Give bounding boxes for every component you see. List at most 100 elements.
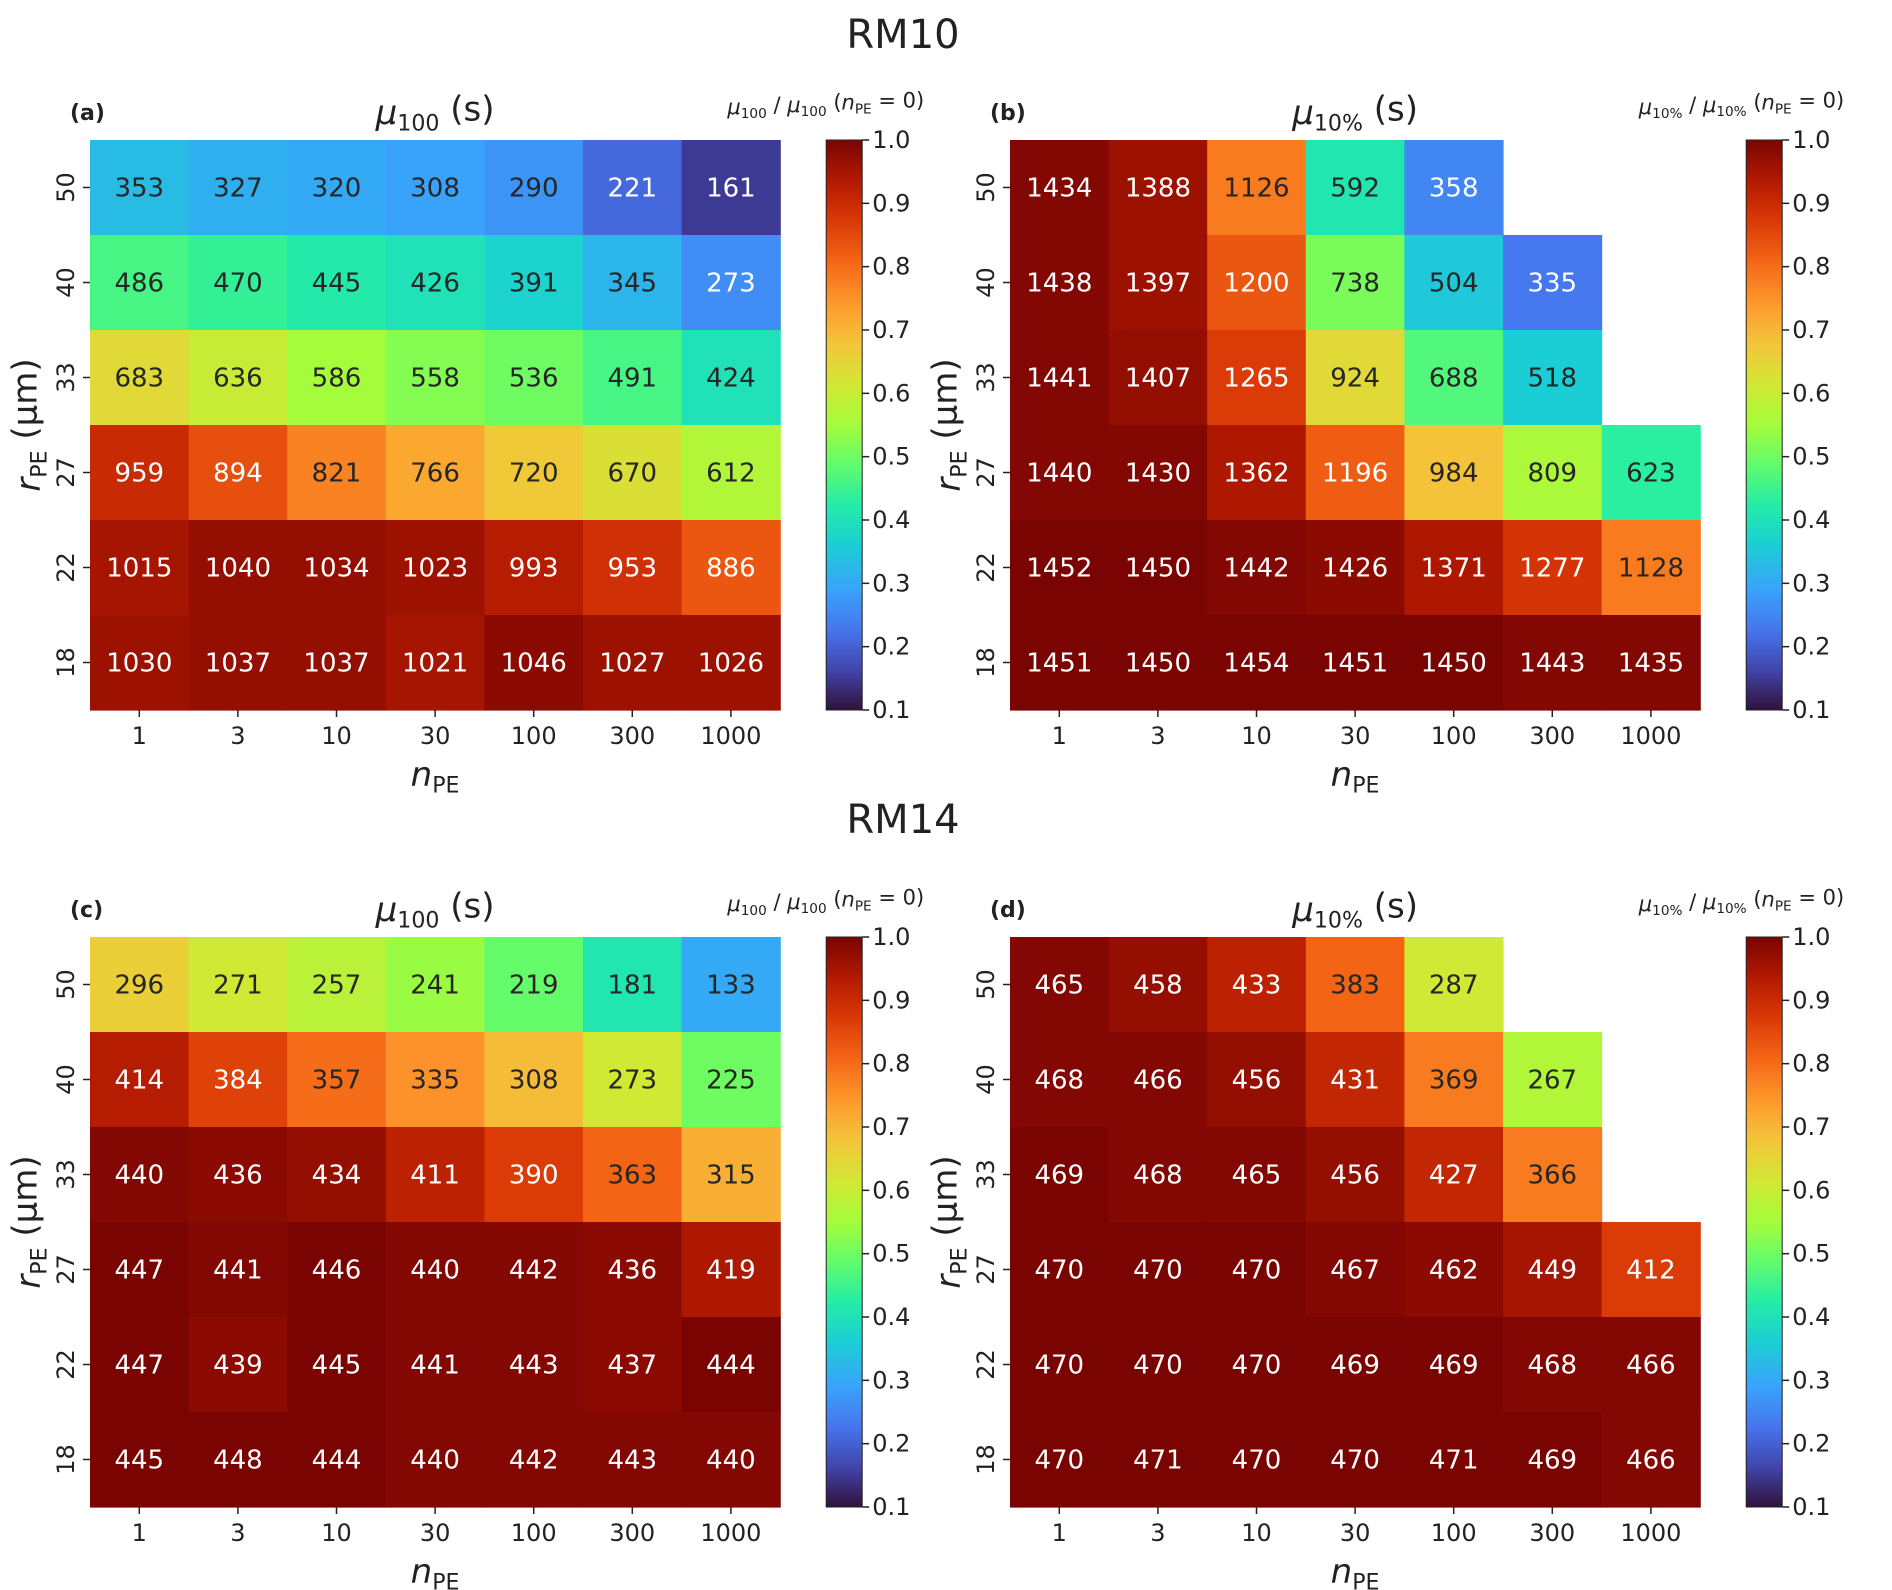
x-tick-label: 1000 bbox=[700, 1519, 761, 1547]
cell-value-label: 1037 bbox=[303, 649, 369, 679]
heatmap-cell bbox=[188, 615, 288, 711]
heatmap-cell bbox=[681, 937, 781, 1033]
x-tick-label: 10 bbox=[1241, 722, 1272, 750]
heatmap-cell bbox=[1108, 1222, 1208, 1318]
heatmap-cell bbox=[1503, 615, 1603, 711]
cell-value-label: 1362 bbox=[1223, 459, 1289, 489]
cell-value-label: 424 bbox=[706, 364, 756, 394]
heatmap-cell bbox=[1601, 425, 1701, 521]
cell-value-label: 670 bbox=[607, 459, 657, 489]
heatmap-cell bbox=[90, 615, 190, 711]
colorbar-tick-label: 0.8 bbox=[1792, 1050, 1830, 1078]
cell-value-label: 470 bbox=[1330, 1446, 1380, 1476]
colorbar-tick-label: 0.7 bbox=[872, 1113, 910, 1141]
colorbar-tick-label: 0.2 bbox=[1792, 633, 1830, 661]
heatmap-cell bbox=[1404, 520, 1504, 616]
heatmap-cell bbox=[385, 140, 485, 236]
x-tick-label: 300 bbox=[1529, 722, 1575, 750]
heatmap-cell bbox=[1601, 1222, 1701, 1318]
heatmap-cell bbox=[1207, 520, 1307, 616]
x-tick-label: 30 bbox=[1340, 1519, 1371, 1547]
cell-value-label: 470 bbox=[1133, 1351, 1183, 1381]
heatmap-cell bbox=[385, 1127, 485, 1223]
cell-value-label: 470 bbox=[1232, 1351, 1282, 1381]
colorbar-tick-label: 0.8 bbox=[872, 253, 910, 281]
y-tick-label: 27 bbox=[52, 1254, 80, 1285]
panel-letter: (a) bbox=[70, 101, 105, 126]
cell-value-label: 225 bbox=[706, 1066, 756, 1096]
x-tick-label: 1 bbox=[1052, 1519, 1067, 1547]
panel-title: μ100 (s) bbox=[375, 89, 495, 136]
cell-value-label: 327 bbox=[213, 174, 263, 204]
heatmap-cell bbox=[90, 235, 190, 331]
heatmap-cell bbox=[287, 615, 387, 711]
heatmap-cell bbox=[1010, 615, 1110, 711]
heatmap-cell bbox=[287, 520, 387, 616]
heatmap-cell bbox=[385, 235, 485, 331]
heatmap-cell bbox=[1010, 330, 1110, 426]
panel-letter: (c) bbox=[70, 898, 103, 923]
heatmap-cell bbox=[1108, 615, 1208, 711]
heatmap-cell bbox=[287, 1127, 387, 1223]
colorbar-tick-label: 0.4 bbox=[1792, 1303, 1830, 1331]
y-tick-label: 50 bbox=[972, 172, 1000, 203]
cell-value-label: 443 bbox=[607, 1446, 657, 1476]
cell-value-label: 1407 bbox=[1125, 364, 1191, 394]
heatmap-cell bbox=[188, 1317, 288, 1413]
heatmap-cell bbox=[583, 937, 683, 1033]
heatmap-cell bbox=[385, 1222, 485, 1318]
colorbar-tick-label: 0.7 bbox=[1792, 1113, 1830, 1141]
heatmap-cell bbox=[90, 1127, 190, 1223]
cell-value-label: 353 bbox=[114, 174, 164, 204]
cell-value-label: 412 bbox=[1626, 1256, 1676, 1286]
colorbar-tick-label: 0.5 bbox=[872, 1240, 910, 1268]
x-tick-label: 10 bbox=[321, 722, 352, 750]
colorbar-tick-label: 0.6 bbox=[1792, 379, 1830, 407]
heatmap-cell bbox=[1305, 1032, 1405, 1128]
heatmap-cell bbox=[681, 140, 781, 236]
y-tick-label: 33 bbox=[972, 1159, 1000, 1190]
heatmap-cell bbox=[1010, 1127, 1110, 1223]
heatmap-panel-d: 465 458 433 383 287 468 466 456 431 369 267 469 468 4… bbox=[925, 885, 1844, 1590]
cell-value-label: 1030 bbox=[106, 649, 172, 679]
cell-value-label: 345 bbox=[607, 269, 657, 299]
heatmap-cell bbox=[188, 235, 288, 331]
cell-value-label: 466 bbox=[1626, 1446, 1676, 1476]
cell-value-label: 439 bbox=[213, 1351, 263, 1381]
heatmap-cell bbox=[1207, 1412, 1307, 1508]
colorbar-tick-label: 0.9 bbox=[1792, 986, 1830, 1014]
cell-value-label: 468 bbox=[1527, 1351, 1577, 1381]
heatmap-cell bbox=[1404, 140, 1504, 236]
cell-value-label: 1397 bbox=[1125, 269, 1191, 299]
cell-value-label: 445 bbox=[312, 269, 362, 299]
cell-value-label: 1450 bbox=[1125, 649, 1191, 679]
cell-value-label: 458 bbox=[1133, 971, 1183, 1001]
y-tick-label: 50 bbox=[52, 172, 80, 203]
cell-value-label: 1452 bbox=[1026, 554, 1092, 584]
cell-value-label: 466 bbox=[1133, 1066, 1183, 1096]
y-tick-label: 40 bbox=[972, 1064, 1000, 1095]
heatmap-cell bbox=[1207, 425, 1307, 521]
heatmap-cell bbox=[583, 1222, 683, 1318]
colorbar-tick-label: 0.7 bbox=[872, 316, 910, 344]
colorbar-tick-label: 0.8 bbox=[872, 1050, 910, 1078]
heatmap-cell bbox=[1010, 235, 1110, 331]
x-tick-label: 3 bbox=[230, 1519, 245, 1547]
cell-value-label: 766 bbox=[410, 459, 460, 489]
y-tick-label: 22 bbox=[972, 1349, 1000, 1380]
heatmap-cell bbox=[1108, 1317, 1208, 1413]
y-tick-label: 33 bbox=[52, 1159, 80, 1190]
heatmap-cell bbox=[1207, 1222, 1307, 1318]
colorbar-tick-label: 0.9 bbox=[872, 986, 910, 1014]
heatmap-cell bbox=[188, 1412, 288, 1508]
heatmap-cell bbox=[1305, 140, 1405, 236]
cell-value-label: 271 bbox=[213, 971, 263, 1001]
heatmap-cell bbox=[188, 1032, 288, 1128]
heatmap-cell bbox=[583, 520, 683, 616]
heatmap-cell bbox=[681, 1317, 781, 1413]
cell-value-label: 442 bbox=[509, 1256, 559, 1286]
heatmap-cell bbox=[385, 615, 485, 711]
cell-value-label: 315 bbox=[706, 1161, 756, 1191]
cell-value-label: 470 bbox=[1232, 1256, 1282, 1286]
